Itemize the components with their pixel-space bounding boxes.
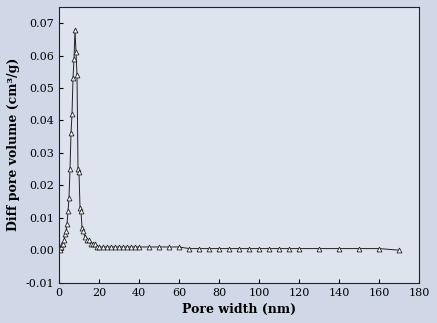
Y-axis label: Diff pore volume (cm³/g): Diff pore volume (cm³/g) [7, 58, 20, 232]
X-axis label: Pore width (nm): Pore width (nm) [182, 303, 296, 316]
